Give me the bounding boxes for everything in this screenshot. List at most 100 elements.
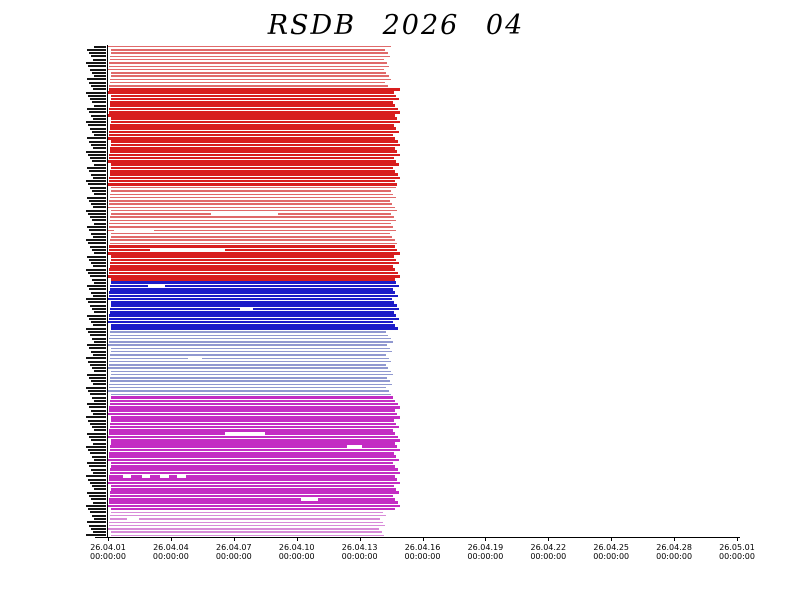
availability-bar	[108, 91, 394, 94]
row-label	[93, 58, 106, 61]
availability-bar	[108, 271, 398, 275]
availability-bar	[108, 344, 388, 346]
x-tick	[611, 537, 613, 541]
data-gap	[240, 306, 253, 312]
availability-bar	[110, 445, 398, 449]
row-label	[93, 206, 106, 209]
availability-bar	[109, 81, 386, 84]
row-label	[94, 134, 106, 137]
row-label	[88, 153, 106, 156]
availability-bar	[111, 232, 390, 235]
data-gap	[160, 474, 169, 479]
availability-bar	[108, 229, 396, 232]
availability-bar	[110, 488, 397, 491]
row-label	[89, 52, 106, 55]
availability-bar	[111, 415, 400, 419]
row-label	[88, 65, 106, 68]
row-label	[89, 140, 106, 143]
row-label	[93, 265, 106, 268]
row-label	[86, 150, 106, 153]
x-tick-time: 00:00:00	[215, 552, 252, 561]
availability-bar	[111, 209, 398, 212]
row-label	[94, 340, 106, 343]
row-label	[94, 429, 106, 432]
availability-bar	[108, 524, 386, 527]
row-label	[89, 376, 106, 379]
row-label	[87, 137, 106, 140]
row-label	[92, 485, 106, 488]
row-label	[91, 439, 106, 442]
availability-bar	[109, 494, 393, 498]
availability-bar	[109, 406, 401, 409]
availability-bar	[110, 373, 394, 376]
availability-bar	[110, 284, 399, 288]
availability-bar	[111, 94, 397, 98]
row-label	[89, 435, 106, 438]
availability-bar	[108, 137, 396, 140]
availability-bar	[111, 484, 394, 488]
availability-bar	[110, 261, 399, 265]
availability-bar	[110, 422, 397, 426]
row-label	[87, 255, 106, 258]
availability-bar	[108, 206, 395, 209]
row-label	[90, 127, 106, 130]
availability-bar	[110, 147, 395, 150]
row-label	[92, 71, 106, 74]
row-label	[86, 357, 106, 360]
data-gap	[122, 474, 132, 479]
row-label	[90, 157, 106, 160]
availability-bar	[109, 429, 393, 432]
availability-bar	[108, 248, 398, 252]
availability-bar	[109, 150, 398, 153]
row-label	[86, 416, 106, 419]
x-tick-date: 26.05.01	[719, 543, 755, 552]
row-label	[92, 426, 106, 429]
availability-bar	[109, 380, 390, 382]
availability-bar	[109, 334, 389, 336]
availability-bar	[109, 471, 401, 475]
data-gap	[126, 516, 140, 522]
availability-bar	[108, 87, 400, 91]
row-label	[90, 334, 106, 337]
availability-bar	[109, 518, 381, 520]
availability-bar	[109, 176, 401, 180]
x-tick-time: 00:00:00	[341, 552, 378, 561]
availability-bar	[111, 507, 395, 511]
availability-bar	[109, 402, 398, 406]
availability-bar	[109, 291, 396, 294]
x-tick	[422, 537, 424, 541]
availability-bar	[108, 458, 399, 462]
row-label	[92, 396, 106, 399]
availability-bar	[109, 245, 395, 249]
availability-bar	[108, 110, 401, 114]
availability-bar	[108, 45, 392, 48]
row-label	[91, 173, 106, 176]
row-label	[87, 196, 106, 199]
x-tick	[108, 537, 109, 541]
data-gap	[225, 431, 266, 436]
row-label	[86, 504, 106, 507]
x-tick	[296, 537, 298, 541]
row-label	[91, 468, 106, 471]
x-tick-label: 26.04.01 00:00:00	[76, 543, 140, 561]
row-label	[93, 531, 106, 534]
availability-bar	[110, 442, 395, 445]
availability-bar	[109, 360, 392, 363]
row-label	[90, 245, 106, 248]
availability-bar	[110, 514, 386, 517]
row-label	[94, 193, 106, 196]
availability-bar	[110, 143, 401, 147]
availability-bar	[108, 478, 398, 481]
row-label	[87, 226, 106, 229]
row-label	[92, 249, 106, 251]
row-label	[93, 413, 106, 415]
row-label	[91, 85, 106, 87]
x-tick-date: 26.04.04	[153, 543, 189, 552]
availability-bar	[110, 327, 398, 331]
availability-bar	[109, 425, 399, 429]
x-tick-date: 26.04.28	[656, 543, 692, 552]
x-tick-date: 26.04.22	[530, 543, 567, 552]
availability-bar	[108, 179, 395, 183]
x-tick-label: 26.04.28 00:00:00	[642, 543, 706, 561]
x-tick	[233, 537, 235, 541]
